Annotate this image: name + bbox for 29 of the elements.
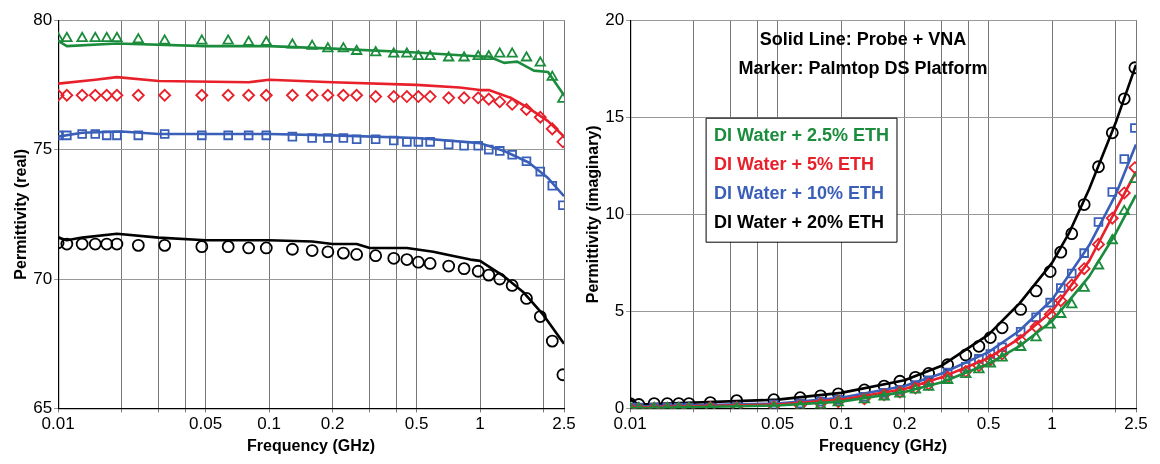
x-tick-label: 0.05	[189, 414, 223, 434]
annotation: Marker: Palmtop DS Platform	[738, 58, 988, 79]
x-tick-label: 0.5	[976, 414, 1001, 434]
y-tick-label: 5	[614, 301, 625, 321]
x-tick-label: 0.2	[892, 414, 917, 434]
text: DI Water + 2.5% ETH	[714, 125, 889, 146]
y-tick-label: 20	[605, 9, 625, 29]
text: DI Water + 5% ETH	[714, 154, 874, 175]
x-tick-label: 1	[475, 414, 485, 434]
y-axis-title: Permittivity (real)	[12, 148, 30, 280]
x-axis-title: Frequency (GHz)	[247, 436, 376, 454]
y-tick-label: 10	[605, 203, 625, 223]
x-tick-label: 0.5	[404, 414, 429, 434]
x-axis-title: Frequency (GHz)	[819, 436, 948, 454]
y-axis-title: Permittivity (imaginary)	[584, 125, 602, 304]
y-tick-label: 70	[33, 268, 53, 288]
text: DI Water + 10% ETH	[714, 183, 884, 204]
annotation: Solid Line: Probe + VNA	[759, 29, 967, 50]
text: DI Water + 20% ETH	[714, 212, 884, 233]
y-tick-label: 75	[33, 139, 53, 159]
x-tick-label: 0.2	[320, 414, 345, 434]
x-tick-label: 2.5	[552, 414, 576, 434]
x-tick-label: 1	[1047, 414, 1057, 434]
x-tick-label: 2.5	[1124, 414, 1148, 434]
x-tick-label: 0.1	[829, 414, 853, 434]
x-tick-label: 0.1	[257, 414, 281, 434]
y-tick-label: 15	[605, 106, 625, 126]
y-tick-label: 80	[33, 9, 53, 29]
x-tick-label: 0.05	[761, 414, 795, 434]
